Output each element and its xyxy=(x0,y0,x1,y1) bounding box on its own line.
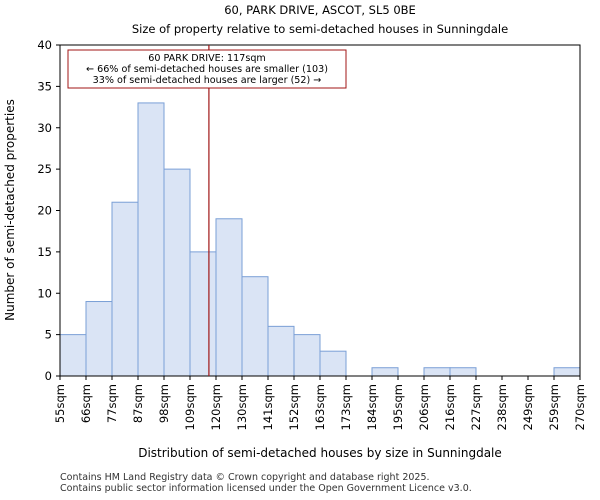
x-tick-label: 87sqm xyxy=(131,384,145,423)
y-tick-label: 35 xyxy=(37,79,52,93)
y-tick-label: 25 xyxy=(37,162,52,176)
x-tick-label: 66sqm xyxy=(79,384,93,423)
chart-subtitle: Size of property relative to semi-detach… xyxy=(132,22,508,36)
x-tick-label: 152sqm xyxy=(287,384,301,430)
annotation-line-1: 60 PARK DRIVE: 117sqm xyxy=(148,53,266,64)
x-tick-label: 130sqm xyxy=(235,384,249,430)
annotation-box: 60 PARK DRIVE: 117sqm ← 66% of semi-deta… xyxy=(67,49,347,89)
bar-87sqm xyxy=(137,102,165,377)
x-tick-label: 120sqm xyxy=(209,384,223,430)
y-tick-label: 30 xyxy=(37,121,52,135)
x-tick-label: 195sqm xyxy=(391,384,405,430)
bar-152sqm xyxy=(293,334,321,377)
footer-line-2: Contains public sector information licen… xyxy=(60,483,472,494)
y-tick-label: 10 xyxy=(37,286,52,300)
y-tick-label: 40 xyxy=(37,38,52,52)
annotation-frame xyxy=(67,49,347,89)
x-tick-label: 109sqm xyxy=(183,384,197,430)
chart-title: 60, PARK DRIVE, ASCOT, SL5 0BE xyxy=(224,3,416,17)
bar-259sqm xyxy=(553,367,581,377)
x-tick-label: 163sqm xyxy=(313,384,327,430)
y-axis-label: Number of semi-detached properties xyxy=(3,99,17,321)
chart: 60, PARK DRIVE, ASCOT, SL5 0BE Size of p… xyxy=(3,3,587,460)
bar-184sqm xyxy=(371,367,399,377)
x-tick-label: 238sqm xyxy=(495,384,509,430)
x-tick-label: 270sqm xyxy=(573,384,587,430)
bar-55sqm xyxy=(59,334,87,377)
y-tick-label: 0 xyxy=(45,369,52,383)
annotation-line-2: ← 66% of semi-detached houses are smalle… xyxy=(86,64,328,75)
bar-141sqm xyxy=(267,325,295,377)
bar-216sqm xyxy=(449,367,477,377)
bar-130sqm xyxy=(241,276,269,377)
y-tick-label: 20 xyxy=(37,204,52,218)
x-tick-label: 98sqm xyxy=(157,384,171,423)
x-tick-label: 55sqm xyxy=(53,384,67,423)
x-tick-label: 77sqm xyxy=(105,384,119,423)
y-tick-label: 5 xyxy=(45,328,52,342)
y-tick-label: 15 xyxy=(37,245,52,259)
x-tick-label: 206sqm xyxy=(417,384,431,430)
x-tick-label: 259sqm xyxy=(547,384,561,430)
annotation-line-3: 33% of semi-detached houses are larger (… xyxy=(93,75,322,86)
x-tick-label: 227sqm xyxy=(469,384,483,430)
bar-109sqm xyxy=(189,251,217,377)
bar-206sqm xyxy=(423,367,451,377)
x-tick-label: 184sqm xyxy=(365,384,379,430)
x-axis-label: Distribution of semi-detached houses by … xyxy=(138,446,502,460)
bar-163sqm xyxy=(319,350,347,377)
x-tick-label: 216sqm xyxy=(443,384,457,430)
bar-98sqm xyxy=(163,168,191,377)
bar-77sqm xyxy=(111,201,139,377)
bar-66sqm xyxy=(85,301,113,377)
footer-line-1: Contains HM Land Registry data © Crown c… xyxy=(60,472,430,483)
bar-120sqm xyxy=(215,218,243,377)
x-tick-label: 141sqm xyxy=(261,384,275,430)
x-tick-label: 249sqm xyxy=(521,384,535,430)
x-tick-label: 173sqm xyxy=(339,384,353,430)
plot-frame xyxy=(59,44,581,377)
